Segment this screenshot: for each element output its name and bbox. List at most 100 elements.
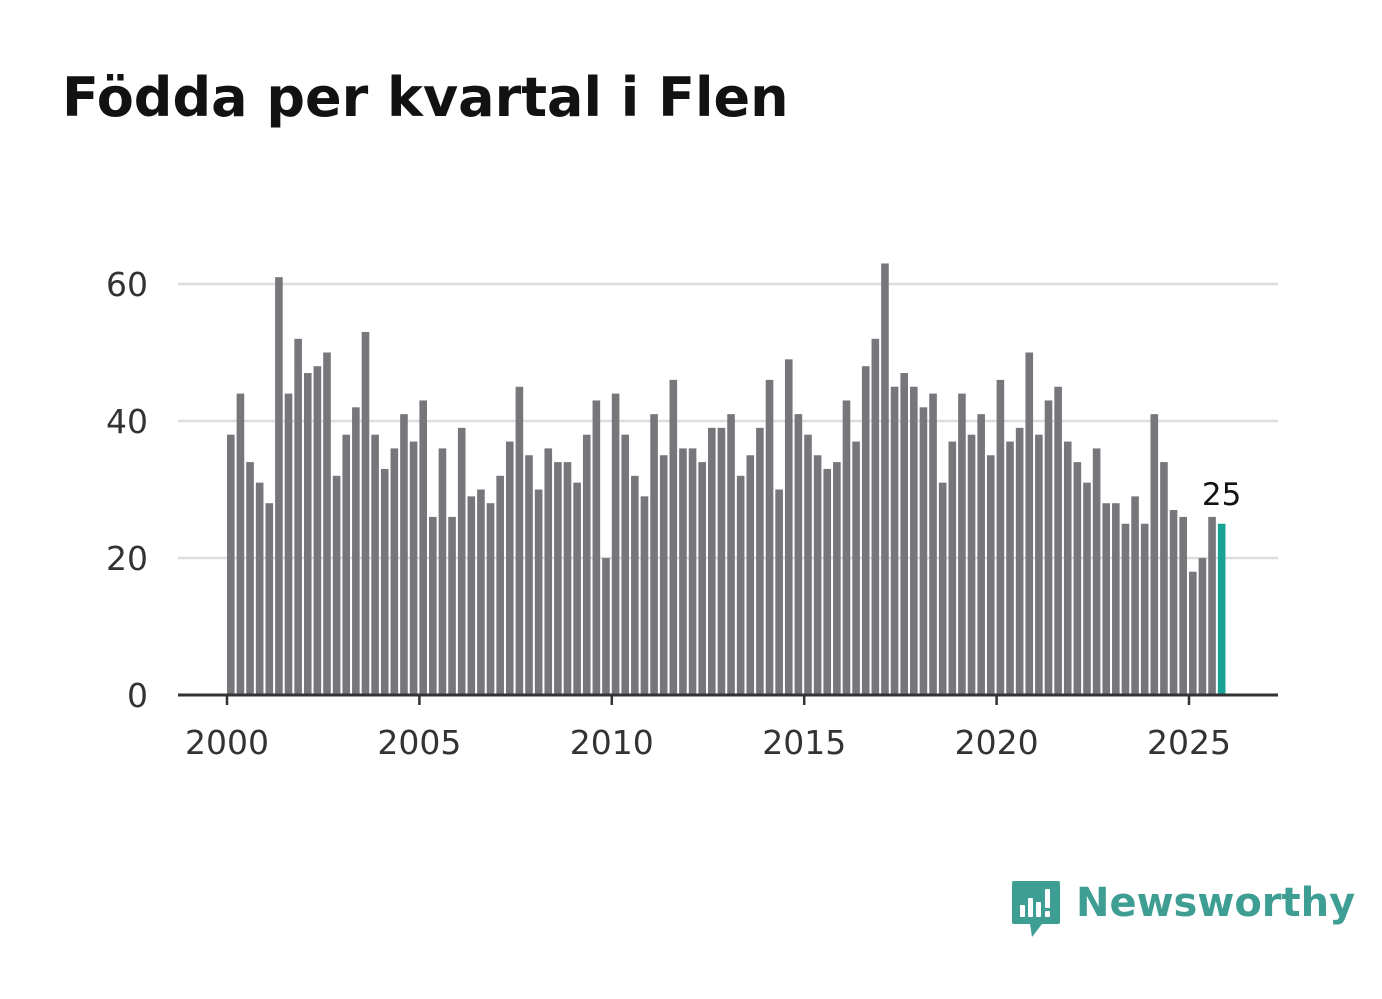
bar — [919, 407, 928, 695]
bar — [756, 427, 764, 695]
bar — [246, 462, 254, 695]
bar — [342, 434, 351, 695]
bar — [861, 366, 870, 695]
bar — [332, 475, 341, 695]
bar — [467, 496, 476, 695]
bar — [1121, 523, 1130, 695]
x-tick-label: 2005 — [377, 723, 461, 762]
bar — [813, 455, 822, 695]
bar — [582, 434, 591, 695]
bar — [477, 489, 485, 695]
bar — [852, 441, 860, 695]
bar — [515, 386, 524, 695]
bar — [236, 393, 245, 695]
bar — [602, 558, 610, 695]
bar — [1025, 352, 1034, 695]
bar — [746, 455, 755, 695]
bar — [303, 373, 312, 695]
bar — [823, 468, 832, 695]
bar — [448, 516, 456, 695]
newsworthy-logo-icon — [1012, 881, 1060, 937]
bar — [881, 263, 889, 695]
bar — [833, 462, 841, 695]
bar — [794, 414, 803, 695]
bar — [573, 482, 581, 695]
bar — [659, 455, 668, 695]
bar — [371, 434, 379, 695]
bar — [727, 414, 735, 695]
bar — [996, 379, 1005, 695]
bar — [505, 441, 514, 695]
bar — [842, 400, 851, 695]
bar — [910, 386, 918, 695]
bar — [419, 400, 427, 695]
bar — [631, 475, 639, 695]
bar — [1035, 434, 1043, 695]
bar — [938, 482, 947, 695]
bar — [1169, 510, 1178, 695]
bar — [457, 427, 466, 695]
bar — [1102, 503, 1111, 695]
data-labels: 25 — [1202, 477, 1241, 513]
bar — [1112, 503, 1120, 695]
bar — [784, 359, 793, 695]
bar — [900, 373, 908, 695]
bar — [679, 448, 687, 695]
bar — [736, 475, 745, 695]
x-axis-ticks: 2000 2005 2010 2015 2020 2025 — [185, 695, 1231, 762]
bar — [640, 496, 649, 695]
bar — [804, 434, 812, 695]
highlight-data-label: 25 — [1202, 477, 1241, 513]
bar — [265, 503, 274, 695]
y-tick-label: 60 — [106, 265, 148, 304]
bar — [313, 366, 322, 695]
bar — [255, 482, 264, 695]
bar — [1092, 448, 1101, 695]
bar — [708, 427, 716, 695]
bar — [890, 386, 899, 695]
bar — [525, 455, 533, 695]
bar — [717, 427, 726, 695]
bar — [698, 462, 706, 695]
bar — [380, 468, 389, 695]
bar — [275, 277, 283, 695]
bar — [1054, 386, 1062, 695]
bar — [977, 414, 985, 695]
bar — [611, 393, 620, 695]
bar — [534, 489, 543, 695]
y-axis-ticks: 0 20 40 60 — [106, 265, 148, 715]
bar — [958, 393, 966, 695]
bars — [227, 263, 1226, 695]
bar — [323, 352, 331, 695]
bar — [1179, 516, 1187, 695]
bar — [986, 455, 995, 695]
bar — [1208, 516, 1216, 695]
x-tick-label: 2025 — [1147, 723, 1231, 762]
bar — [871, 338, 880, 695]
bar — [948, 441, 957, 695]
bar — [1160, 462, 1168, 695]
bar — [390, 448, 399, 695]
bar — [621, 434, 630, 695]
bar — [765, 379, 774, 695]
chart-title: Födda per kvartal i Flen — [62, 66, 789, 129]
bar — [775, 489, 783, 695]
bar — [284, 393, 293, 695]
bar — [1131, 496, 1139, 695]
bar — [544, 448, 553, 695]
newsworthy-logo: Newsworthy — [1010, 878, 1355, 942]
y-tick-label: 20 — [106, 539, 148, 578]
bar — [1140, 523, 1149, 695]
bar — [438, 448, 447, 695]
bar — [1150, 414, 1159, 695]
bar — [1198, 558, 1207, 695]
bar — [486, 503, 495, 695]
brand-name: Newsworthy — [1076, 880, 1356, 926]
bar — [352, 407, 360, 695]
bar — [650, 414, 658, 695]
x-tick-label: 2000 — [185, 723, 269, 762]
bar — [1073, 462, 1082, 695]
bar — [1063, 441, 1072, 695]
bar — [1044, 400, 1053, 695]
